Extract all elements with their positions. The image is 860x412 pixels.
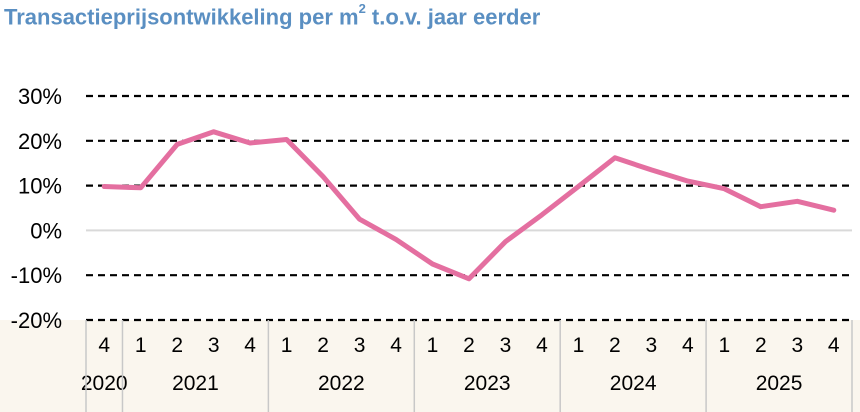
x-tick-label: 4	[536, 334, 548, 357]
y-tick-label: -10%	[11, 263, 62, 288]
gridlines	[86, 94, 852, 322]
x-year-label: 2023	[464, 372, 511, 395]
chart-title-superscript: 2	[358, 1, 366, 16]
chart-title-text: Transactieprijsontwikkeling per m	[4, 4, 359, 30]
x-tick-label: 1	[427, 334, 439, 357]
x-tick-label: 2	[755, 334, 767, 357]
x-tick-label: 2	[463, 334, 475, 357]
series-line	[101, 129, 837, 282]
x-year-label: 2025	[756, 372, 803, 395]
y-axis-ticks: 30% 20% 10% 0% -10% -20%	[11, 84, 62, 333]
x-year-label: 2021	[172, 372, 219, 395]
x-tick-label: 3	[791, 334, 803, 357]
x-tick-label: 1	[573, 334, 585, 357]
chart-title: Transactieprijsontwikkeling per m2 t.o.v…	[4, 1, 541, 30]
x-year-label: 2020	[81, 372, 128, 395]
x-tick-label: 3	[646, 334, 658, 357]
y-tick-label: 20%	[18, 129, 62, 154]
x-tick-label: 4	[828, 334, 840, 357]
y-tick-label: 30%	[18, 84, 62, 109]
x-tick-label: 4	[244, 334, 256, 357]
x-tick-label: 3	[500, 334, 512, 357]
x-tick-label: 3	[208, 334, 220, 357]
x-tick-label: 1	[135, 334, 147, 357]
x-tick-label: 3	[354, 334, 366, 357]
y-tick-label: 0%	[30, 218, 62, 243]
series-layer	[101, 129, 837, 282]
x-tick-label: 2	[609, 334, 621, 357]
y-tick-label: -20%	[11, 308, 62, 333]
x-year-label: 2024	[610, 372, 657, 395]
x-tick-label: 4	[98, 334, 110, 357]
x-tick-label: 1	[718, 334, 730, 357]
x-tick-label: 4	[682, 334, 694, 357]
x-axis: 4 2020 1 2 3 4 2021 1 2 3 4 2022 1 2 3 4 2023 1 2 3 4 2024 1 2 3…	[81, 320, 853, 412]
x-tick-label: 2	[171, 334, 183, 357]
x-tick-label: 1	[281, 334, 293, 357]
chart-title-suffix: t.o.v. jaar eerder	[365, 4, 541, 30]
x-axis-band	[0, 320, 860, 412]
x-tick-label: 4	[390, 334, 402, 357]
x-tick-label: 2	[317, 334, 329, 357]
x-year-label: 2022	[318, 372, 365, 395]
y-tick-label: 10%	[18, 174, 62, 199]
